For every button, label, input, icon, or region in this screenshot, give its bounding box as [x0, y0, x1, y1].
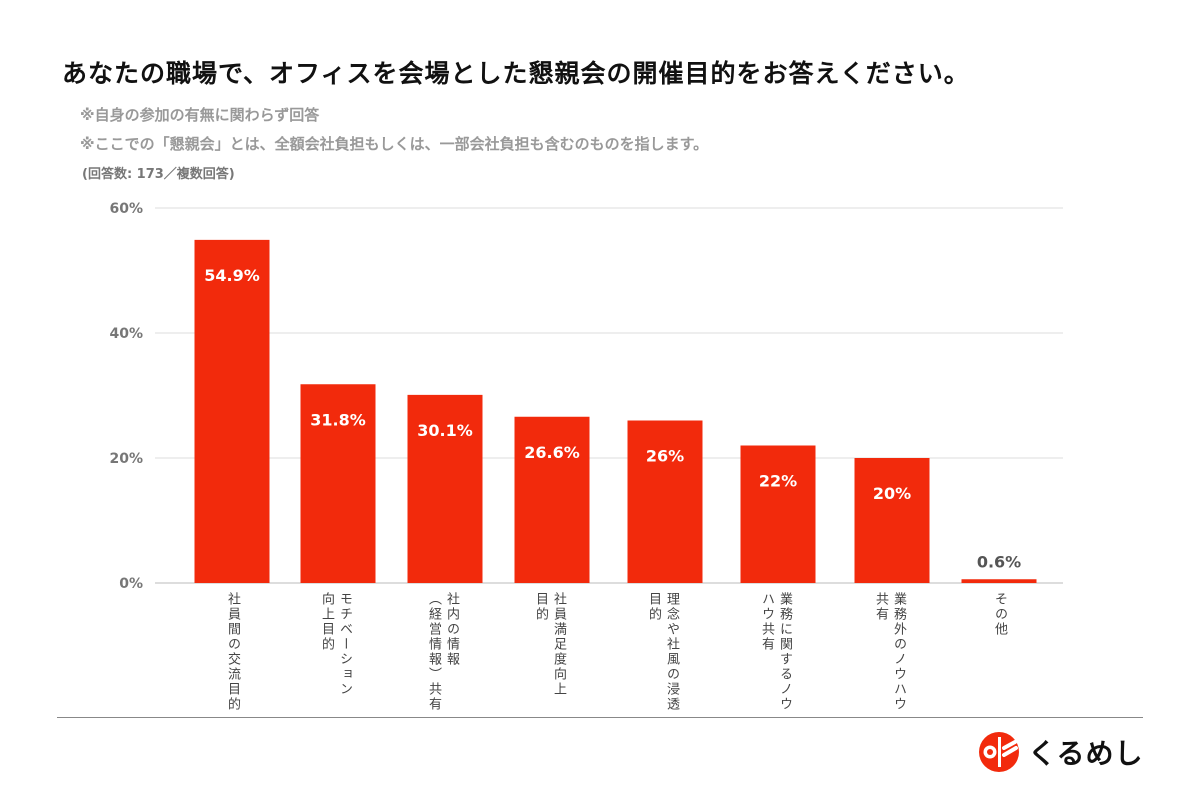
- bar: [407, 394, 483, 583]
- x-tick-label-line: 業務に関するノウ: [777, 592, 792, 712]
- x-tick-label-line: 社員満足度向上: [551, 592, 566, 697]
- x-tick-label: 業務外のノウハウ 共有: [872, 592, 906, 712]
- data-label: 22%: [759, 472, 797, 491]
- note-2: ※ここでの「懇親会」とは、全額会社負担もしくは、一部会社負担も含むのものを指しま…: [80, 135, 709, 153]
- x-tick-label: 社員満足度向上 目的: [532, 592, 566, 697]
- data-label: 26%: [646, 447, 684, 466]
- x-tick-label: 理念や社風の浸透 目的: [645, 592, 679, 712]
- x-tick-label: 社員間の交流目的: [224, 592, 240, 712]
- logo-text: くるめし: [1028, 737, 1144, 770]
- x-tick-label-line: ハウ共有: [759, 592, 774, 652]
- data-label: 30.1%: [417, 421, 473, 440]
- x-tick-label: その他: [991, 592, 1007, 637]
- data-label: 26.6%: [524, 443, 580, 462]
- chart-title: あなたの職場で、オフィスを会場とした懇親会の開催目的をお答えください。: [62, 59, 970, 88]
- x-tick-label: 社内の情報 （経営情報）共有: [425, 592, 459, 712]
- data-label: 20%: [873, 484, 911, 503]
- kurumeshi-logo: くるめし: [978, 731, 1143, 773]
- bar: [961, 579, 1037, 583]
- x-tick-label-line: その他: [992, 592, 1007, 637]
- bar: [514, 416, 590, 583]
- bar: [300, 384, 376, 583]
- note-1: ※自身の参加の有無に関わらず回答: [80, 106, 320, 124]
- x-tick-label-line: 業務外のノウハウ: [891, 592, 906, 712]
- x-tick-label-line: 社員間の交流目的: [225, 592, 240, 712]
- footer-divider: [57, 717, 1143, 718]
- x-tick-label-line: 理念や社風の浸透: [664, 592, 679, 712]
- y-tick-label: 20%: [109, 451, 143, 467]
- x-tick-label-line: 向上目的: [319, 592, 334, 652]
- x-tick-label: モチベーション 向上目的: [318, 592, 352, 697]
- x-tick-label-line: 目的: [646, 592, 661, 622]
- data-label: 31.8%: [310, 410, 366, 429]
- bar: [740, 445, 816, 583]
- logo-mark-icon: [979, 732, 1019, 772]
- respondent-count: (回答数: 173／複数回答): [82, 167, 235, 182]
- x-tick-label-line: （経営情報）共有: [426, 592, 441, 712]
- data-label: 54.9%: [204, 266, 260, 285]
- bar: [627, 420, 703, 583]
- x-tick-label-line: 社内の情報: [444, 592, 459, 667]
- y-tick-label: 60%: [109, 201, 143, 217]
- x-tick-label-line: モチベーション: [337, 592, 352, 697]
- x-tick-label-line: 目的: [533, 592, 548, 622]
- y-tick-label: 0%: [119, 576, 143, 592]
- bar: [854, 458, 930, 583]
- bar: [194, 239, 270, 583]
- x-tick-label-line: 共有: [873, 592, 888, 622]
- data-label: 0.6%: [977, 552, 1021, 571]
- x-tick-label: 業務に関するノウ ハウ共有: [758, 592, 792, 712]
- y-tick-label: 40%: [109, 326, 143, 342]
